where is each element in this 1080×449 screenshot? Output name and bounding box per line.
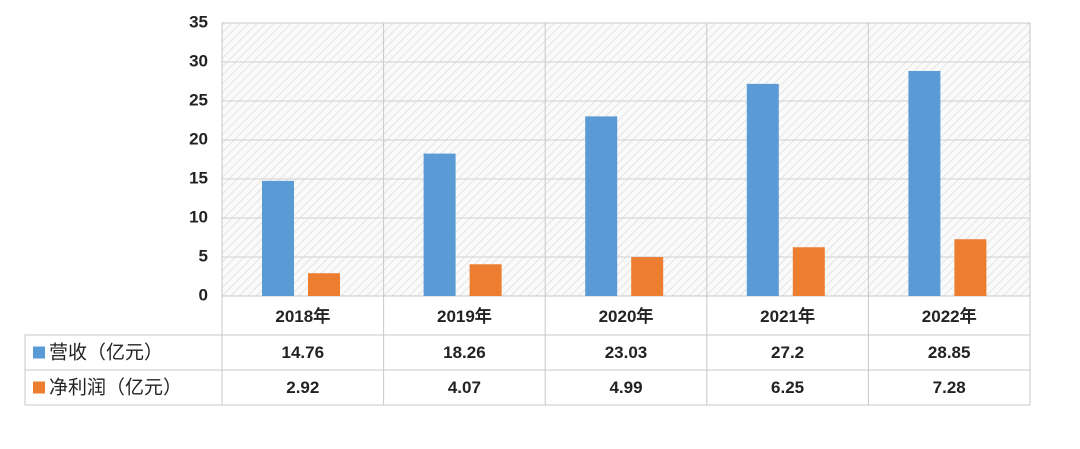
legend-label: 净利润（亿元） — [49, 377, 182, 399]
table-value: 4.07 — [448, 378, 481, 397]
bar — [954, 239, 987, 296]
table-value: 7.28 — [933, 378, 966, 397]
table-value: 14.76 — [282, 343, 325, 362]
legend-marker — [33, 381, 45, 394]
x-tick-label: 2021年 — [760, 306, 815, 326]
bar — [792, 247, 825, 296]
y-tick-label: 5 — [199, 246, 208, 265]
x-tick-label: 2020年 — [599, 306, 654, 326]
table-value: 23.03 — [605, 343, 648, 362]
legend-marker — [33, 346, 45, 359]
bar — [308, 273, 340, 296]
table-value: 18.26 — [443, 343, 486, 362]
bar — [585, 116, 618, 296]
y-tick-label: 10 — [189, 207, 208, 226]
y-tick-label: 0 — [199, 285, 208, 304]
bar — [631, 257, 664, 296]
y-tick-label: 30 — [189, 51, 208, 70]
plot-background — [222, 23, 1030, 296]
x-tick-label: 2022年 — [922, 306, 977, 326]
bar — [908, 70, 941, 296]
bar — [262, 180, 294, 296]
x-tick-label: 2019年 — [437, 306, 492, 326]
table-value: 4.99 — [609, 378, 642, 397]
y-tick-label: 20 — [189, 129, 208, 148]
y-tick-label: 35 — [189, 12, 208, 31]
table-value: 6.25 — [771, 378, 804, 397]
table-value: 2.92 — [286, 378, 319, 397]
table-value: 28.85 — [928, 343, 971, 362]
bar — [469, 264, 502, 296]
y-tick-label: 25 — [189, 90, 208, 109]
table-value: 27.2 — [771, 343, 804, 362]
x-tick-label: 2018年 — [275, 306, 330, 326]
bar — [746, 83, 779, 296]
plot-frame — [221, 22, 1031, 297]
y-tick-label: 15 — [189, 168, 208, 187]
bar — [423, 153, 456, 296]
legend-label: 营收（亿元） — [49, 342, 163, 364]
